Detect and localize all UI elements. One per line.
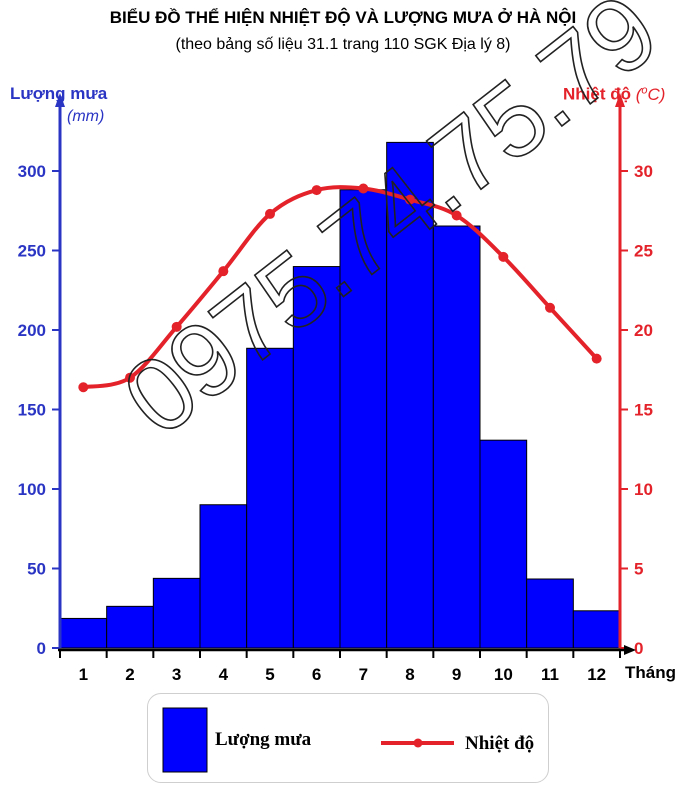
right-tick-label: 30 [634,162,653,181]
left-tick-label: 0 [37,639,46,658]
x-tick-label: 8 [405,665,414,684]
rain-bar [246,347,294,649]
legend-temp-label: Nhiệt độ [465,733,535,754]
right-tick-label: 0 [634,639,643,658]
temperature-point [451,210,462,221]
legend-rain-swatch [162,707,208,773]
left-tick-label: 50 [27,560,46,579]
left-axis-arrow [55,93,65,107]
left-tick-label: 250 [18,242,46,261]
temperature-line [82,185,599,390]
right-tick-label: 20 [634,321,653,340]
temperature-point [125,372,135,383]
left-axis-unit: (mm) [67,108,105,125]
legend-temp-marker [413,738,423,748]
watermark-text: 0975.74.75.79 [103,0,678,458]
left-tick-label: 100 [18,480,46,499]
legend-swatches [162,707,454,773]
legend [147,693,549,783]
temperature-point [78,382,89,393]
left-tick-label: 200 [18,321,46,340]
right-axis-label: Nhiệt độ [563,84,631,104]
left-tick-label: 150 [18,401,46,420]
x-tick-label: 2 [125,665,134,684]
rain-bar [386,141,434,649]
rain-bar [292,266,341,649]
x-axis-arrow [624,645,636,655]
right-axis-unit-degree: o [641,84,648,96]
x-axis-title: Tháng [625,663,676,682]
left-axis-title: Lượng mưa [10,84,108,103]
rain-bar [479,439,528,649]
left-tick-label: 300 [18,162,46,181]
x-tick-label: 12 [587,665,606,684]
right-tick-label: 15 [634,401,653,420]
rain-bar [432,225,481,649]
temperature-point [498,251,509,262]
temperature-point [358,183,369,194]
right-axis-unit: (oC) [635,84,666,104]
rain-bar [572,610,621,649]
x-tick-label: 10 [494,665,513,684]
right-axis-unit-open: ( [635,84,642,104]
temperature-point [545,302,555,313]
x-tick-label: 4 [219,665,229,684]
right-axis-title: Nhiệt độ (oC) [563,84,665,105]
x-tick-label: 3 [172,665,181,684]
chart-subtitle: (theo bảng số liệu 31.1 trang 110 SGK Đị… [175,36,511,53]
right-tick-label: 5 [634,560,643,579]
x-tick-label: 6 [312,665,321,684]
x-tick-label: 5 [265,665,274,684]
x-tick-label: 11 [541,665,559,684]
temperature-point [171,321,182,332]
rain-bar [199,504,248,649]
temperature-point [311,185,322,196]
legend-rain-label: Lượng mưa [215,729,312,750]
rain-bar [106,605,154,649]
temperature-point [218,266,229,277]
temperature-point [405,194,415,205]
chart-title: BIỂU ĐỒ THỂ HIỆN NHIỆT ĐỘ VÀ LƯỢNG MƯA Ở… [109,8,577,27]
x-tick-label: 9 [452,665,461,684]
temperature-point [265,208,275,219]
temperature-point [591,353,602,364]
right-tick-label: 10 [634,480,653,499]
right-axis-arrow [615,93,625,107]
right-axis-unit-close: C) [647,84,666,104]
x-tick-label: 1 [79,665,88,684]
x-tick-label: 7 [359,665,368,684]
right-tick-label: 25 [634,242,653,261]
rain-bar [339,189,388,649]
